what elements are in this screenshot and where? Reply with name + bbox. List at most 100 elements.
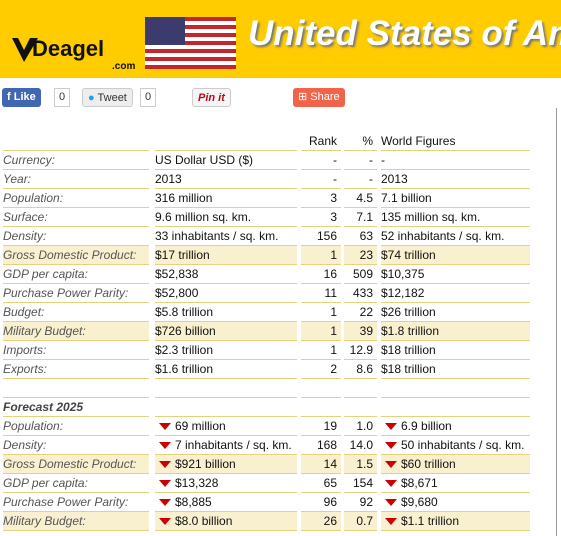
cell-rank: 1 [301,246,341,265]
cell-rank: 3 [301,208,341,227]
cell-value: 2013 [155,170,297,189]
cell-label: Density: [3,227,149,246]
cell-value: US Dollar USD ($) [155,151,297,170]
cell-world: 7.1 billion [381,189,530,208]
blank-cell [155,398,297,417]
cell-percent: - [344,170,377,189]
cell-label: Military Budget: [3,512,149,531]
cell-rank: 16 [301,265,341,284]
cell-rank: - [301,151,341,170]
cell-label: GDP per capita: [3,265,149,284]
cell-percent: 1.0 [344,417,377,436]
cell-rank: 3 [301,189,341,208]
cell-text: 7 inhabitants / sq. km. [175,438,292,452]
like-count: 0 [54,88,71,107]
cell-rank: 1 [301,322,341,341]
cell-rank: 26 [301,512,341,531]
cell-value: $8.0 billion [155,512,297,531]
cell-percent: 154 [344,474,377,493]
blank-cell [344,398,377,417]
tweet-count: 0 [140,88,157,107]
page-title: United States of America [248,14,561,53]
cell-label: GDP per capita: [3,474,149,493]
pin-button[interactable]: Pin it [192,88,231,107]
cell-label: Population: [3,189,149,208]
cell-percent: 12.9 [344,341,377,360]
blank-cell [155,379,297,398]
cell-rank: 1 [301,341,341,360]
logo-icon [12,38,38,62]
divider [556,108,557,536]
cell-label: Gross Domestic Product: [3,455,149,474]
cell-value: 7 inhabitants / sq. km. [155,436,297,455]
cell-label: Population: [3,417,149,436]
tweet-text: Tweet [97,92,127,104]
cell-value: $726 billion [155,322,297,341]
share-text: Share [310,91,340,103]
cell-text: $8.0 billion [175,514,233,528]
cell-text: $921 billion [175,457,236,471]
blank-cell [344,379,377,398]
cell-label: Military Budget: [3,322,149,341]
cell-world: $60 trillion [381,455,530,474]
cell-value: 33 inhabitants / sq. km. [155,227,297,246]
cell-label: Purchase Power Parity: [3,493,149,512]
cell-label: Imports: [3,341,149,360]
cell-percent: 8.6 [344,360,377,379]
down-arrow [159,499,171,507]
cell-percent: 23 [344,246,377,265]
down-arrow [385,423,397,431]
cell-text: $60 trillion [401,457,456,471]
cell-rank: 11 [301,284,341,303]
cell-value: $17 trillion [155,246,297,265]
section-title: Forecast 2025 [3,398,149,417]
cell-world: 2013 [381,170,530,189]
share-button[interactable]: ⊞ Share [293,88,345,107]
cell-world: $8,671 [381,474,530,493]
cell-world: 52 inhabitants / sq. km. [381,227,530,246]
blank-cell [3,379,149,398]
cell-world: $1.1 trillion [381,512,530,531]
column-header: World Figures [381,132,530,151]
cell-percent: 92 [344,493,377,512]
cell-world: 135 million sq. km. [381,208,530,227]
cell-value: $52,838 [155,265,297,284]
cell-value: $52,800 [155,284,297,303]
cell-world: 50 inhabitants / sq. km. [381,436,530,455]
cell-label: Year: [3,170,149,189]
logo[interactable]: Deagel [32,36,105,61]
cell-percent: 0.7 [344,512,377,531]
cell-rank: 1 [301,303,341,322]
column-header [155,132,297,151]
cell-world: $74 trillion [381,246,530,265]
cell-label: Surface: [3,208,149,227]
like-button[interactable]: f Like [2,88,41,107]
logo-sub: .com [112,61,136,72]
cell-value: $13,328 [155,474,297,493]
cell-percent: 1.5 [344,455,377,474]
down-arrow [385,461,397,469]
cell-label: Density: [3,436,149,455]
cell-world: $12,182 [381,284,530,303]
cell-text: $8,885 [175,495,212,509]
cell-percent: - [344,151,377,170]
blank-cell [381,379,530,398]
down-arrow [159,461,171,469]
cell-value: 69 million [155,417,297,436]
blank-cell [381,398,530,417]
down-arrow [159,480,171,488]
cell-label: Budget: [3,303,149,322]
down-arrow [159,518,171,526]
cell-percent: 4.5 [344,189,377,208]
column-header: Rank [301,132,341,151]
cell-world: $26 trillion [381,303,530,322]
cell-rank: 2 [301,360,341,379]
cell-rank: 168 [301,436,341,455]
cell-value: 316 million [155,189,297,208]
down-arrow [385,518,397,526]
column-header [3,132,149,151]
tweet-button[interactable]: ● Tweet [82,88,133,107]
down-arrow [159,423,171,431]
cell-percent: 22 [344,303,377,322]
